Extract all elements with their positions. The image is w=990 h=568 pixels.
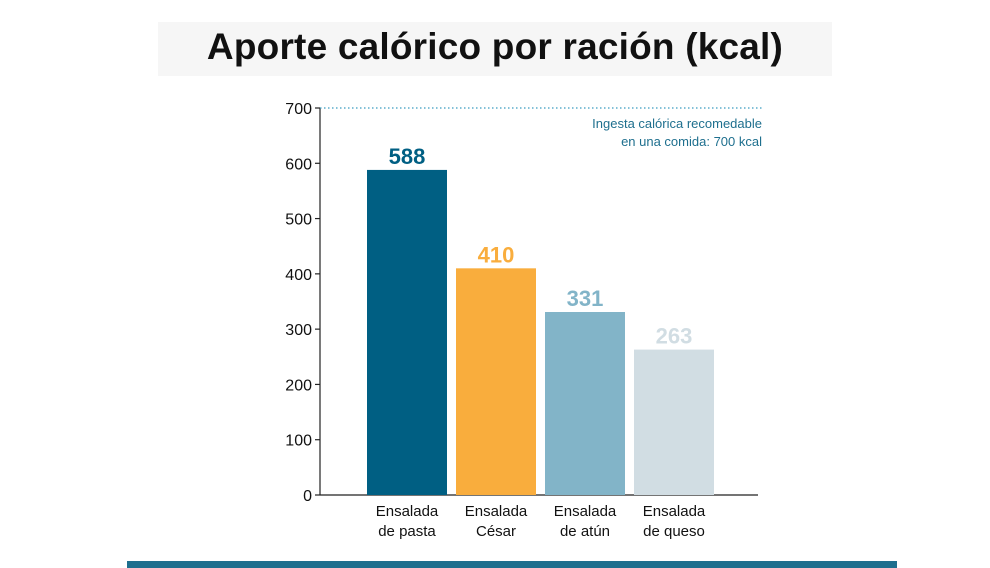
x-tick-label: Ensalada	[643, 503, 706, 520]
bar-value-label: 263	[656, 324, 693, 349]
x-tick-label: Ensalada	[554, 503, 617, 520]
reference-label: Ingesta calórica recomedable	[592, 116, 762, 131]
y-tick-label: 0	[303, 488, 312, 505]
bar-value-label: 588	[389, 144, 426, 169]
x-tick-label: de atún	[560, 523, 610, 540]
bottom-rule	[127, 561, 897, 568]
title-band	[158, 22, 832, 76]
y-tick-label: 600	[285, 156, 312, 173]
bar-value-label: 331	[567, 286, 604, 311]
y-tick-label: 400	[285, 267, 312, 284]
x-tick-label: Ensalada	[465, 503, 528, 520]
bar	[634, 349, 714, 495]
bar-value-label: 410	[478, 242, 515, 267]
reference-label: en una comida: 700 kcal	[621, 134, 762, 149]
y-tick-label: 700	[285, 101, 312, 118]
x-tick-label: Ensalada	[376, 503, 439, 520]
x-tick-label: César	[476, 523, 516, 540]
y-tick-label: 300	[285, 322, 312, 339]
y-tick-label: 500	[285, 212, 312, 229]
bar	[456, 268, 536, 495]
x-tick-label: de pasta	[378, 523, 436, 540]
x-tick-label: de queso	[643, 523, 705, 540]
bar	[367, 169, 447, 496]
bar	[545, 312, 625, 495]
chart-title: Aporte calórico por ración (kcal)	[206, 26, 784, 67]
y-tick-label: 100	[285, 433, 312, 450]
y-tick-label: 200	[285, 377, 312, 394]
